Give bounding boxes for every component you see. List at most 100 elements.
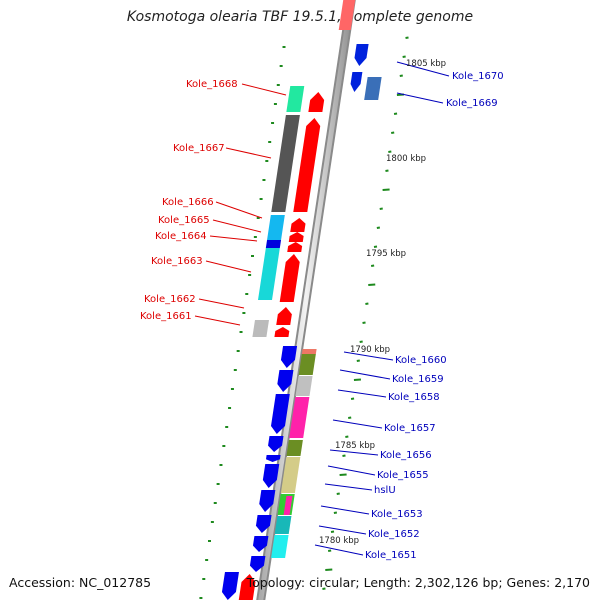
genome-backbone-highlight bbox=[258, 0, 354, 600]
ruler-tick bbox=[382, 188, 390, 191]
ruler-tick bbox=[330, 530, 335, 533]
gene-label-kole-1666[interactable]: Kole_1666 bbox=[162, 197, 214, 208]
gene-feature[interactable] bbox=[252, 536, 269, 552]
leader-line bbox=[194, 315, 241, 326]
gene-feature[interactable] bbox=[271, 115, 300, 212]
gene-label-kole-1660[interactable]: Kole_1660 bbox=[395, 355, 447, 366]
gene-label-kole-1653[interactable]: Kole_1653 bbox=[371, 509, 423, 520]
ruler-tick bbox=[345, 435, 349, 438]
gene-feature[interactable] bbox=[290, 218, 306, 232]
gene-feature[interactable] bbox=[268, 436, 284, 452]
gene-label-kole-1667[interactable]: Kole_1667 bbox=[173, 143, 225, 154]
leader-line bbox=[324, 483, 373, 491]
genome-title: Kosmotoga olearia TBF 19.5.1, complete g… bbox=[126, 9, 474, 25]
ruler-tick bbox=[339, 473, 347, 476]
gene-label-kole-1661[interactable]: Kole_1661 bbox=[140, 311, 192, 322]
ruler-tick bbox=[325, 568, 333, 571]
gene-feature[interactable] bbox=[280, 457, 301, 493]
gene-label-kole-1652[interactable]: Kole_1652 bbox=[368, 529, 420, 540]
gene-feature[interactable] bbox=[238, 574, 256, 600]
kbp-marker: 1805 kbp bbox=[406, 59, 446, 69]
ruler-tick bbox=[333, 511, 338, 514]
leader-line bbox=[332, 419, 383, 429]
gene-label-kole-1657[interactable]: Kole_1657 bbox=[384, 423, 436, 434]
gene-feature[interactable] bbox=[252, 320, 269, 337]
gene-label-kole-1668[interactable]: Kole_1668 bbox=[186, 79, 238, 90]
ruler-tick bbox=[353, 378, 362, 381]
gene-feature[interactable] bbox=[286, 440, 303, 456]
gene-feature[interactable] bbox=[255, 515, 272, 533]
gene-feature[interactable] bbox=[288, 232, 304, 242]
ruler-tick bbox=[388, 150, 392, 153]
gene-label-kole-1656[interactable]: Kole_1656 bbox=[380, 450, 432, 461]
gene-feature[interactable] bbox=[271, 535, 289, 558]
ruler-tick bbox=[391, 131, 395, 134]
gene-label-kole-1670[interactable]: Kole_1670 bbox=[452, 71, 504, 82]
kbp-marker: 1790 kbp bbox=[350, 345, 390, 355]
gene-feature[interactable] bbox=[350, 72, 363, 92]
gene-label-kole-1663[interactable]: Kole_1663 bbox=[151, 256, 203, 267]
gene-features bbox=[221, 0, 382, 600]
ruler-tick bbox=[359, 340, 363, 343]
gene-feature[interactable] bbox=[259, 490, 276, 512]
gene-feature[interactable] bbox=[274, 516, 292, 534]
ruler-tick bbox=[399, 74, 403, 77]
gene-label-kole-1658[interactable]: Kole_1658 bbox=[388, 392, 440, 403]
gene-feature[interactable] bbox=[354, 44, 369, 66]
ruler-tick bbox=[379, 207, 383, 210]
gene-feature[interactable] bbox=[279, 254, 300, 302]
gene-feature[interactable] bbox=[262, 464, 280, 488]
gene-feature[interactable] bbox=[274, 327, 290, 337]
gene-feature[interactable] bbox=[277, 370, 294, 392]
leader-line bbox=[396, 92, 444, 104]
gene-feature[interactable] bbox=[258, 248, 280, 300]
gene-feature[interactable] bbox=[301, 349, 317, 354]
gene-feature[interactable] bbox=[338, 0, 356, 30]
topology-text: Topology: circular; Length: 2,302,126 bp… bbox=[246, 575, 590, 590]
ruler-tick bbox=[342, 454, 346, 457]
gene-label-kole-1664[interactable]: Kole_1664 bbox=[155, 231, 207, 242]
gene-feature[interactable] bbox=[298, 354, 316, 375]
ruler-tick bbox=[370, 264, 375, 267]
gene-feature[interactable] bbox=[270, 394, 290, 434]
ruler-tick bbox=[327, 549, 332, 552]
ruler-tick bbox=[322, 587, 326, 590]
leader-line bbox=[198, 298, 245, 309]
leader-line bbox=[327, 465, 376, 476]
ruler-tick bbox=[336, 492, 340, 495]
gene-label-kole-1669[interactable]: Kole_1669 bbox=[446, 98, 498, 109]
gene-label-kole-1659[interactable]: Kole_1659 bbox=[392, 374, 444, 385]
gene-feature[interactable] bbox=[249, 556, 266, 572]
accession-text: Accession: NC_012785 bbox=[9, 575, 152, 590]
ruler-tick bbox=[365, 302, 369, 305]
gene-label-kole-1655[interactable]: Kole_1655 bbox=[377, 470, 429, 481]
gene-feature[interactable] bbox=[280, 346, 298, 368]
gene-feature[interactable] bbox=[308, 92, 325, 112]
gene-label-kole-1662[interactable]: Kole_1662 bbox=[144, 294, 196, 305]
gene-feature[interactable] bbox=[267, 215, 285, 240]
gene-feature[interactable] bbox=[286, 86, 305, 112]
gene-feature[interactable] bbox=[287, 242, 303, 252]
ruler-tick bbox=[350, 397, 355, 400]
ruler-tick bbox=[368, 283, 376, 286]
gene-feature[interactable] bbox=[295, 376, 313, 396]
gene-feature[interactable] bbox=[276, 307, 292, 325]
gene-feature[interactable] bbox=[265, 240, 282, 248]
leader-line bbox=[396, 61, 450, 77]
gene-label-kole-1665[interactable]: Kole_1665 bbox=[158, 215, 210, 226]
outer-ruler bbox=[322, 36, 409, 590]
gene-label-hslu[interactable]: hslU bbox=[374, 485, 396, 496]
gene-feature[interactable] bbox=[283, 496, 293, 515]
ruler-tick bbox=[373, 245, 378, 248]
ruler-tick bbox=[385, 169, 389, 172]
gene-feature[interactable] bbox=[293, 118, 321, 212]
gene-feature[interactable] bbox=[221, 572, 239, 600]
gene-label-kole-1651[interactable]: Kole_1651 bbox=[365, 550, 417, 561]
leader-line bbox=[337, 389, 387, 398]
gene-feature[interactable] bbox=[265, 455, 281, 462]
gene-feature[interactable] bbox=[364, 77, 382, 100]
leader-line bbox=[212, 219, 262, 233]
leader-line bbox=[314, 544, 364, 556]
gene-feature[interactable] bbox=[289, 397, 310, 438]
